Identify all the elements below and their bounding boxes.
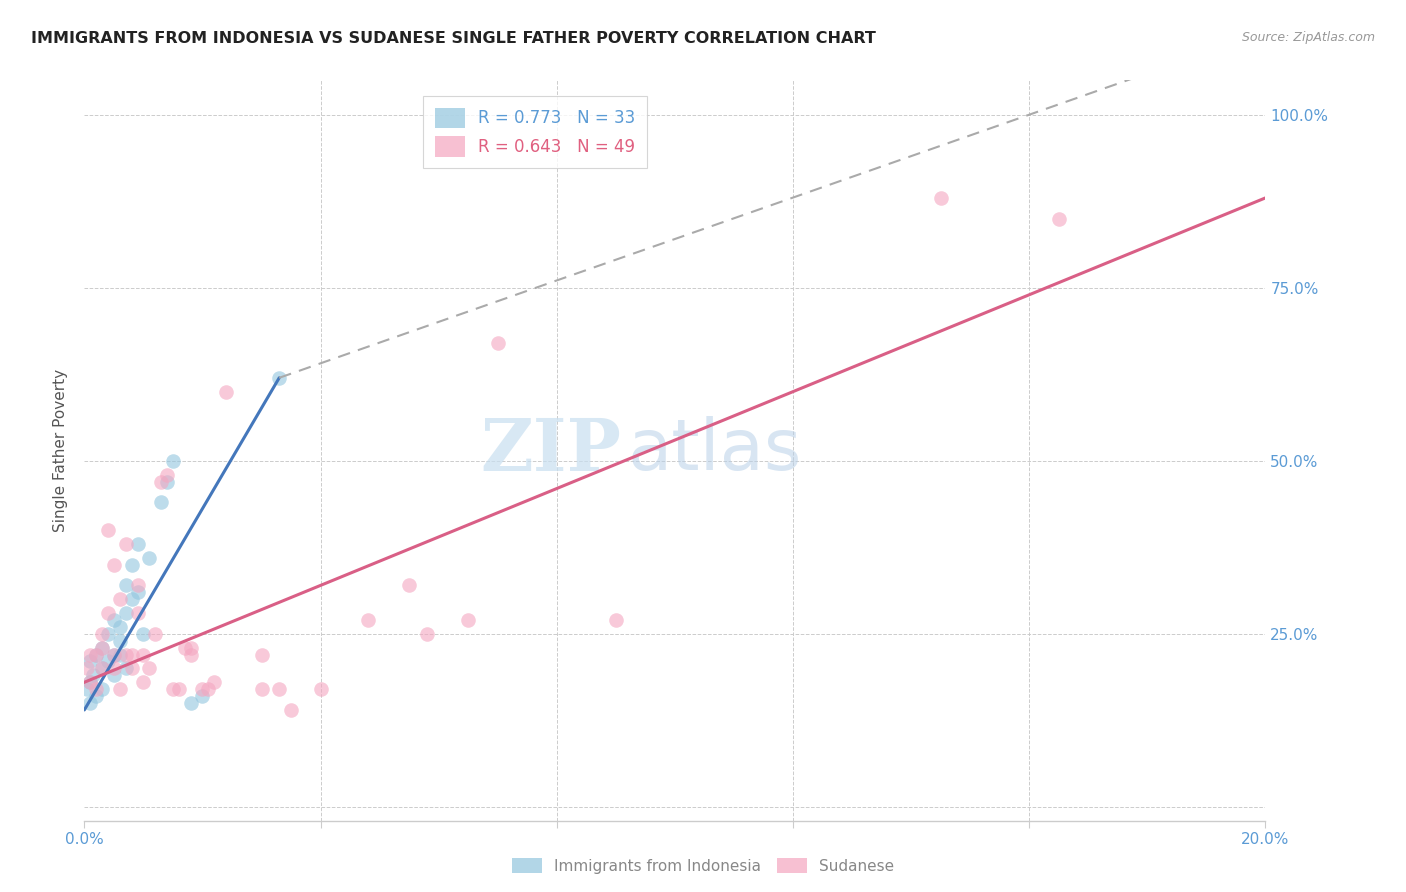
Point <box>79 675 101 690</box>
Point <box>79 655 101 669</box>
Point <box>605 613 627 627</box>
Point <box>309 682 332 697</box>
Point <box>108 648 131 662</box>
Point <box>121 648 143 662</box>
Point <box>180 696 202 710</box>
Point <box>97 655 120 669</box>
Point <box>84 648 107 662</box>
Point <box>76 682 98 697</box>
Point <box>127 606 149 620</box>
Point <box>250 648 273 662</box>
Text: atlas: atlas <box>627 416 801 485</box>
Point <box>1047 211 1070 226</box>
Point <box>215 384 238 399</box>
Point <box>457 613 479 627</box>
Point <box>250 682 273 697</box>
Point <box>197 682 219 697</box>
Point <box>357 613 380 627</box>
Point <box>416 627 439 641</box>
Point <box>929 191 952 205</box>
Point <box>114 537 136 551</box>
Point <box>97 606 120 620</box>
Point <box>156 475 179 489</box>
Point <box>84 689 107 703</box>
Point <box>162 682 184 697</box>
Point <box>269 371 291 385</box>
Point <box>103 661 125 675</box>
Point <box>132 675 155 690</box>
Point <box>91 682 114 697</box>
Point <box>103 648 125 662</box>
Point <box>108 592 131 607</box>
Point <box>167 682 190 697</box>
Point <box>143 627 166 641</box>
Point <box>173 640 195 655</box>
Point <box>103 613 125 627</box>
Point <box>180 640 202 655</box>
Point <box>114 606 136 620</box>
Legend: Immigrants from Indonesia, Sudanese: Immigrants from Indonesia, Sudanese <box>505 852 901 880</box>
Point <box>398 578 420 592</box>
Point <box>91 661 114 675</box>
Point <box>108 620 131 634</box>
Point <box>82 668 104 682</box>
Point <box>191 682 214 697</box>
Point <box>202 675 225 690</box>
Point <box>97 627 120 641</box>
Point <box>91 661 114 675</box>
Legend: R = 0.773   N = 33, R = 0.643   N = 49: R = 0.773 N = 33, R = 0.643 N = 49 <box>423 96 647 169</box>
Point <box>103 668 125 682</box>
Point <box>150 475 173 489</box>
Point <box>132 648 155 662</box>
Point <box>156 467 179 482</box>
Point <box>97 523 120 537</box>
Point <box>114 648 136 662</box>
Point <box>103 558 125 572</box>
Point <box>138 661 160 675</box>
Point <box>79 648 101 662</box>
Point <box>79 675 101 690</box>
Text: IMMIGRANTS FROM INDONESIA VS SUDANESE SINGLE FATHER POVERTY CORRELATION CHART: IMMIGRANTS FROM INDONESIA VS SUDANESE SI… <box>31 31 876 46</box>
Point <box>103 648 125 662</box>
Point <box>486 336 509 351</box>
Y-axis label: Single Father Poverty: Single Father Poverty <box>53 369 69 532</box>
Point <box>162 454 184 468</box>
Text: ZIP: ZIP <box>481 415 621 486</box>
Point <box>79 696 101 710</box>
Point <box>150 495 173 509</box>
Point <box>91 640 114 655</box>
Point <box>127 585 149 599</box>
Point <box>91 627 114 641</box>
Point <box>114 578 136 592</box>
Point <box>108 682 131 697</box>
Point <box>191 689 214 703</box>
Point <box>132 627 155 641</box>
Point <box>108 633 131 648</box>
Point <box>121 592 143 607</box>
Point <box>91 640 114 655</box>
Point <box>269 682 291 697</box>
Point <box>280 703 302 717</box>
Point <box>127 537 149 551</box>
Point <box>76 661 98 675</box>
Point <box>84 682 107 697</box>
Point <box>121 661 143 675</box>
Point <box>114 661 136 675</box>
Point <box>84 648 107 662</box>
Point <box>121 558 143 572</box>
Point <box>180 648 202 662</box>
Text: Source: ZipAtlas.com: Source: ZipAtlas.com <box>1241 31 1375 45</box>
Point <box>127 578 149 592</box>
Point <box>138 550 160 565</box>
